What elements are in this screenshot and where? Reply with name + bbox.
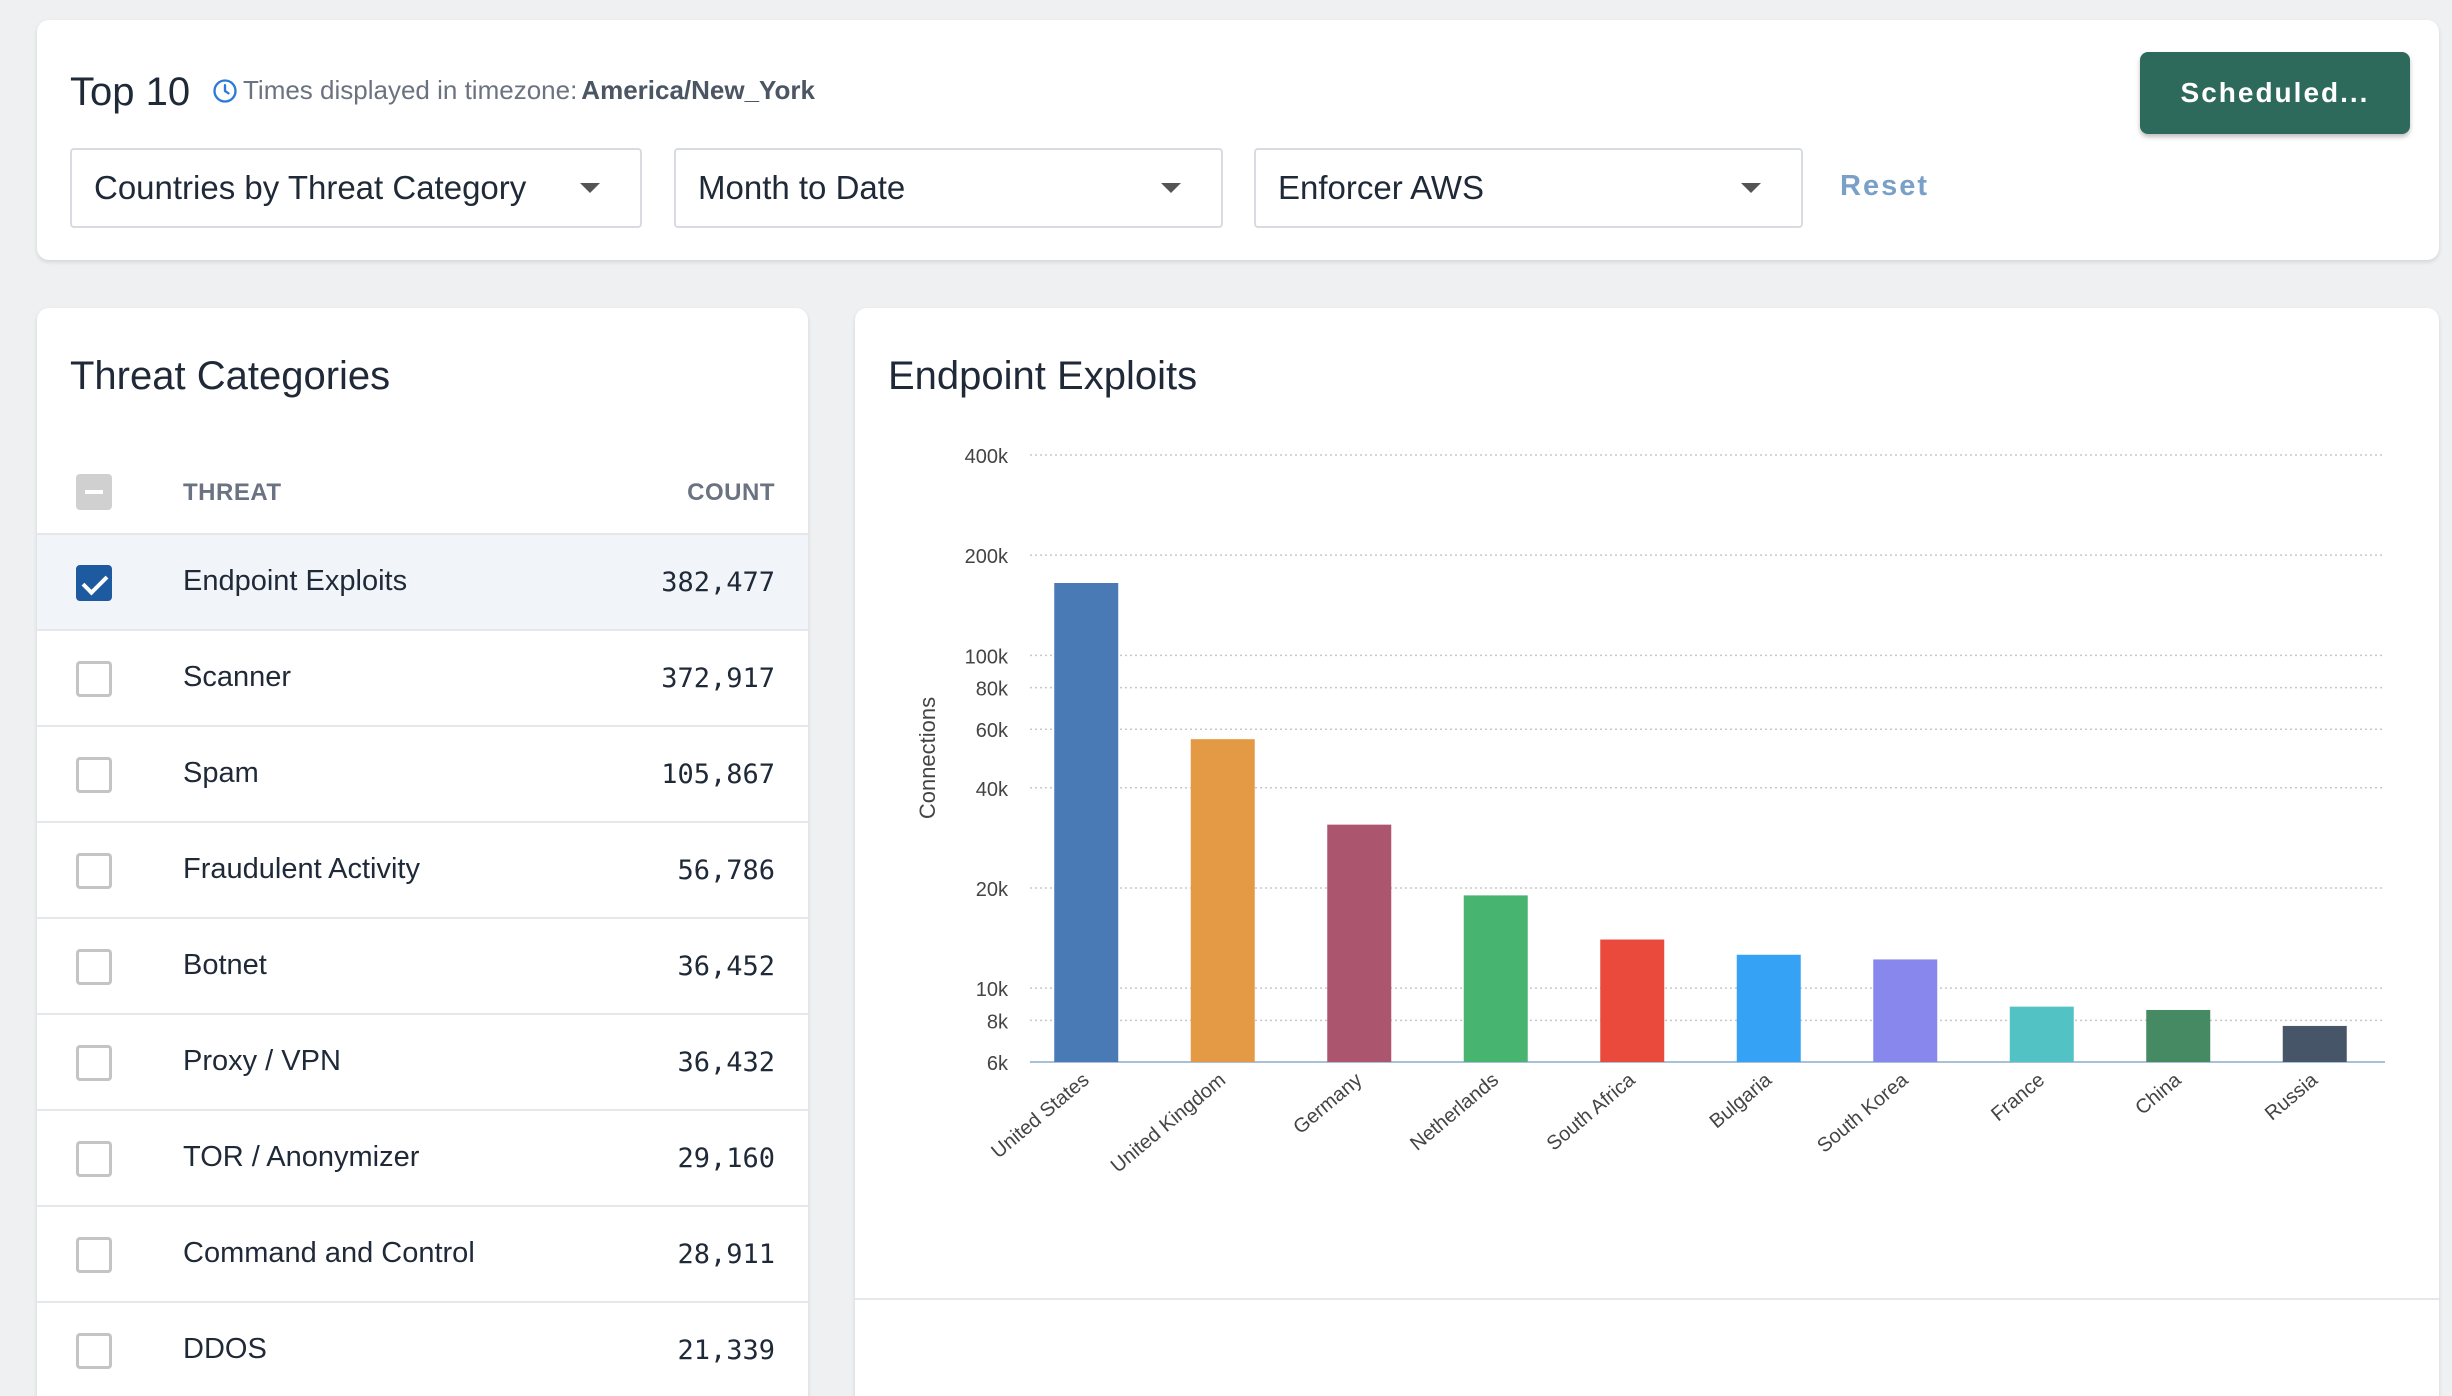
- chart-panel: Endpoint Exploits 6k 8k 10k 20k 40k 60k 80k 100…: [855, 308, 2439, 1396]
- row-checkbox[interactable]: [76, 853, 112, 889]
- y-tick-label: 400k: [965, 446, 1009, 468]
- clock-icon: [213, 78, 237, 103]
- x-tick-label: Russia: [2261, 1068, 2323, 1125]
- panel-title: Threat Categories: [70, 354, 391, 398]
- threat-name: TOR / Anonymizer: [183, 1141, 420, 1173]
- threat-count: 29,160: [677, 1143, 775, 1174]
- row-checkbox[interactable]: [76, 1333, 112, 1369]
- threat-name: Command and Control: [183, 1237, 475, 1269]
- y-tick-label: 6k: [987, 1053, 1009, 1075]
- y-axis-label: Connections: [915, 697, 940, 819]
- bar: [1873, 959, 1938, 1062]
- threat-count: 28,911: [677, 1239, 775, 1270]
- table-row[interactable]: DDOS 21,339: [37, 1301, 808, 1396]
- table-row[interactable]: Endpoint Exploits 382,477: [37, 533, 808, 629]
- table-row[interactable]: Fraudulent Activity 56,786: [37, 821, 808, 917]
- date-range-value: Month to Date: [698, 169, 906, 206]
- y-tick-label: 100k: [965, 646, 1009, 668]
- x-tick-label: France: [1987, 1069, 2049, 1126]
- bar: [1463, 895, 1528, 1062]
- report-type-value: Countries by Threat Category: [94, 169, 527, 206]
- bar: [1600, 939, 1665, 1062]
- enforcer-value: Enforcer AWS: [1278, 169, 1485, 206]
- table-row[interactable]: Proxy / VPN 36,432: [37, 1013, 808, 1109]
- chevron-down-icon: [580, 183, 600, 193]
- filter-bar: Top 10 Times displayed in timezone: Amer…: [37, 20, 2439, 260]
- row-checkbox[interactable]: [76, 565, 112, 601]
- threat-count: 382,477: [661, 567, 775, 598]
- bar: [1190, 739, 1255, 1062]
- x-tick-label: United Kingdom: [1107, 1069, 1230, 1177]
- threat-name: Endpoint Exploits: [183, 565, 408, 597]
- page-title: Top 10: [70, 70, 191, 114]
- table-row[interactable]: Botnet 36,452: [37, 917, 808, 1013]
- x-tick-label: Netherlands: [1406, 1069, 1503, 1155]
- row-checkbox[interactable]: [76, 1237, 112, 1273]
- threat-name: Fraudulent Activity: [183, 853, 420, 885]
- table-row[interactable]: Scanner 372,917: [37, 629, 808, 725]
- bar: [2009, 1006, 2074, 1062]
- y-tick-label: 80k: [976, 679, 1009, 701]
- minus-icon: [85, 490, 103, 494]
- enforcer-dropdown[interactable]: Enforcer AWS: [1254, 148, 1803, 228]
- row-checkbox[interactable]: [76, 1045, 112, 1081]
- threat-count: 56,786: [677, 855, 775, 886]
- chart-title: Endpoint Exploits: [888, 354, 1198, 398]
- bar: [1054, 582, 1119, 1062]
- bar-chart: 6k 8k 10k 20k 40k 60k 80k 100k 200k 400k Connectio…: [915, 446, 2385, 1177]
- column-header-count: COUNT: [687, 479, 775, 506]
- table-row[interactable]: TOR / Anonymizer 29,160: [37, 1109, 808, 1205]
- date-range-dropdown[interactable]: Month to Date: [674, 148, 1223, 228]
- row-checkbox[interactable]: [76, 661, 112, 697]
- threat-count: 36,432: [677, 1047, 775, 1078]
- select-all-checkbox[interactable]: [76, 474, 112, 510]
- y-tick-label: 8k: [987, 1011, 1009, 1033]
- threat-count: 21,339: [677, 1335, 775, 1366]
- y-tick-label: 200k: [965, 546, 1009, 568]
- chevron-down-icon: [1161, 183, 1181, 193]
- column-header-threat: THREAT: [183, 479, 282, 506]
- x-tick-label: China: [2131, 1068, 2186, 1119]
- table-row[interactable]: Spam 105,867: [37, 725, 808, 821]
- table-header: THREAT COUNT: [37, 453, 808, 533]
- timezone-note: Times displayed in timezone: America/New…: [211, 75, 815, 106]
- threat-count: 372,917: [661, 663, 775, 694]
- threat-name: Botnet: [183, 949, 267, 981]
- reset-button[interactable]: Reset: [1840, 170, 1929, 202]
- row-checkbox[interactable]: [76, 1141, 112, 1177]
- timezone-prefix: Times displayed in timezone:: [243, 75, 578, 105]
- x-tick-label: South Korea: [1813, 1068, 1913, 1157]
- divider: [855, 1298, 2439, 1300]
- x-tick-label: South Africa: [1543, 1068, 1640, 1155]
- threat-name: Spam: [183, 757, 259, 789]
- x-tick-label: Germany: [1289, 1069, 1366, 1139]
- threat-count: 105,867: [661, 759, 775, 790]
- table-row[interactable]: Command and Control 28,911: [37, 1205, 808, 1301]
- scheduled-button[interactable]: Scheduled...: [2140, 52, 2410, 134]
- x-tick-label: Bulgaria: [1706, 1068, 1777, 1133]
- threat-count: 36,452: [677, 951, 775, 982]
- report-type-dropdown[interactable]: Countries by Threat Category: [70, 148, 642, 228]
- y-tick-label: 40k: [976, 779, 1009, 801]
- y-tick-label: 10k: [976, 979, 1009, 1001]
- x-tick-label: United States: [987, 1069, 1093, 1163]
- y-tick-label: 20k: [976, 879, 1009, 901]
- threat-name: Scanner: [183, 661, 292, 693]
- threat-name: DDOS: [183, 1333, 267, 1365]
- row-checkbox[interactable]: [76, 949, 112, 985]
- bar: [2282, 1025, 2347, 1062]
- y-tick-label: 60k: [976, 720, 1009, 742]
- bar: [1327, 824, 1392, 1062]
- row-checkbox[interactable]: [76, 757, 112, 793]
- bar: [1736, 954, 1801, 1062]
- bar: [2146, 1009, 2211, 1062]
- timezone-value: America/New_York: [581, 75, 815, 105]
- chevron-down-icon: [1741, 183, 1761, 193]
- threat-name: Proxy / VPN: [183, 1045, 341, 1077]
- threat-categories-panel: Threat Categories THREAT COUNT Endpoint …: [37, 308, 808, 1396]
